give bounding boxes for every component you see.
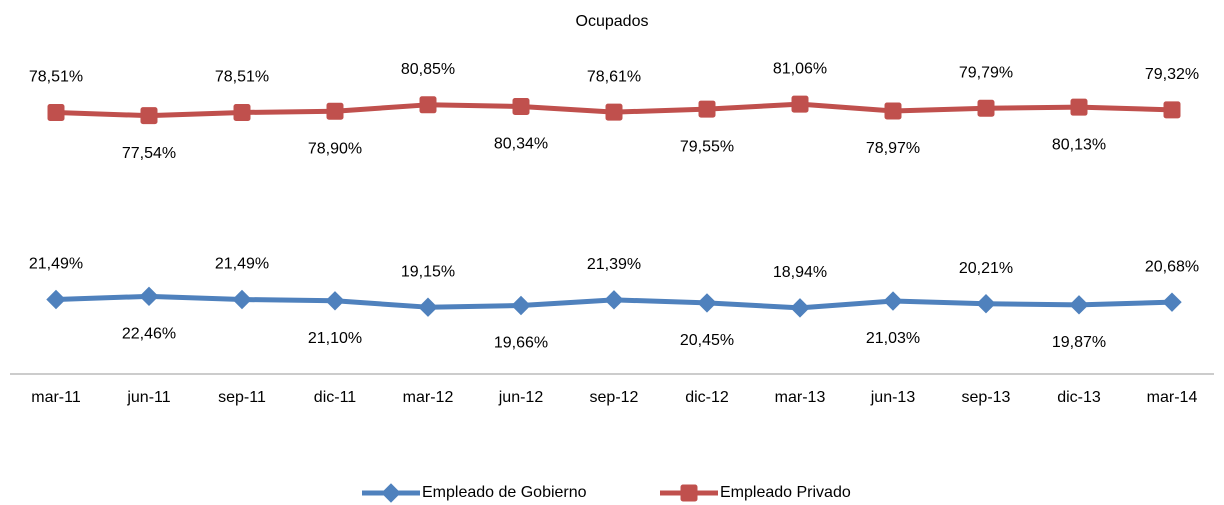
legend-label: Empleado Privado <box>720 484 851 501</box>
marker <box>884 102 902 120</box>
data-label: 21,10% <box>308 330 362 347</box>
x-tick-label: mar-14 <box>1147 389 1198 406</box>
marker <box>139 286 159 307</box>
data-label: 19,66% <box>494 335 548 352</box>
marker <box>511 295 531 316</box>
data-label: 20,21% <box>959 260 1013 277</box>
marker <box>1070 98 1088 116</box>
marker <box>46 289 66 310</box>
marker <box>977 99 995 117</box>
marker <box>233 103 251 121</box>
data-label: 80,13% <box>1052 136 1106 153</box>
marker <box>1163 101 1181 119</box>
data-label: 78,97% <box>866 140 920 157</box>
data-label: 22,46% <box>122 326 176 343</box>
data-label: 21,49% <box>29 256 83 273</box>
marker <box>1069 295 1089 315</box>
x-tick-label: jun-11 <box>126 389 170 406</box>
data-label: 78,51% <box>215 69 269 86</box>
marker <box>418 297 438 317</box>
x-tick-label: dic-12 <box>685 389 729 406</box>
marker <box>976 294 996 314</box>
marker <box>698 100 716 118</box>
data-label: 77,54% <box>122 145 176 162</box>
x-tick-label: sep-13 <box>962 389 1011 406</box>
data-label: 18,94% <box>773 264 827 281</box>
marker <box>419 96 437 114</box>
data-label: 78,51% <box>29 69 83 86</box>
marker <box>697 293 717 313</box>
marker <box>605 103 623 121</box>
marker <box>1162 292 1182 312</box>
x-tick-label: mar-13 <box>775 389 826 406</box>
marker <box>791 95 809 113</box>
marker <box>883 291 903 311</box>
x-tick-label: jun-12 <box>498 389 544 406</box>
data-label: 21,03% <box>866 330 920 347</box>
legend-label: Empleado de Gobierno <box>422 484 587 501</box>
data-label: 21,39% <box>587 256 641 273</box>
marker <box>604 290 624 310</box>
marker <box>140 107 158 125</box>
data-label: 79,79% <box>959 65 1013 82</box>
data-label: 79,55% <box>680 138 734 155</box>
x-tick-label: jun-13 <box>870 389 916 406</box>
data-label: 21,49% <box>215 256 269 273</box>
marker <box>326 102 344 120</box>
data-label: 79,32% <box>1145 66 1199 83</box>
marker <box>47 103 65 121</box>
x-tick-label: dic-11 <box>314 389 356 406</box>
data-label: 20,45% <box>680 332 734 349</box>
marker <box>790 298 810 318</box>
data-label: 19,15% <box>401 263 455 280</box>
x-tick-label: mar-11 <box>31 389 81 406</box>
marker <box>325 291 345 311</box>
data-label: 78,90% <box>308 140 362 157</box>
x-tick-label: sep-11 <box>218 389 266 406</box>
x-tick-label: mar-12 <box>403 389 454 406</box>
legend-marker <box>381 483 401 503</box>
data-label: 20,68% <box>1145 258 1199 275</box>
data-label: 19,87% <box>1052 334 1106 351</box>
x-tick-label: dic-13 <box>1057 389 1101 406</box>
chart-title: Ocupados <box>576 13 649 30</box>
data-label: 80,34% <box>494 136 548 153</box>
legend-marker <box>680 484 698 502</box>
x-tick-label: sep-12 <box>590 389 639 406</box>
data-label: 78,61% <box>587 68 641 85</box>
data-label: 81,06% <box>773 60 827 77</box>
marker <box>232 289 252 310</box>
data-label: 80,85% <box>401 61 455 78</box>
marker <box>512 97 530 115</box>
